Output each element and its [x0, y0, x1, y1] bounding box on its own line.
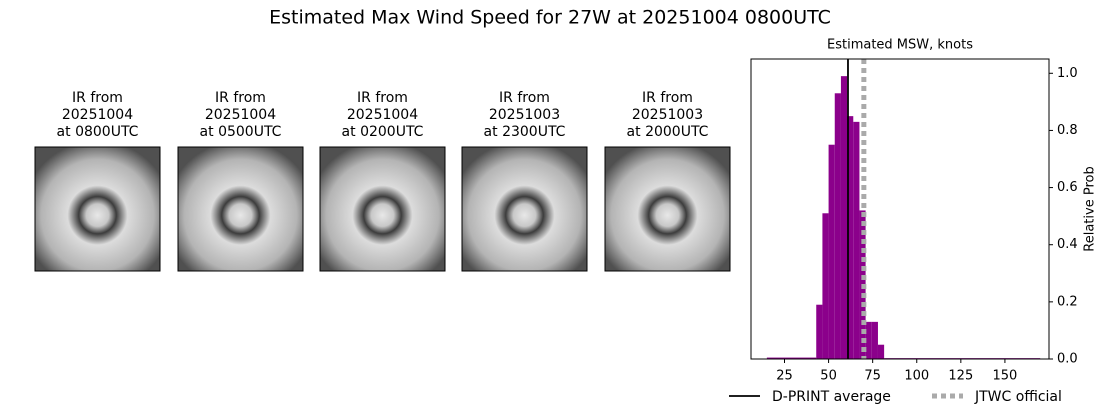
- y-axis-label: Relative Prob: [1083, 166, 1098, 251]
- x-tick-label: 150: [993, 369, 1018, 384]
- x-tick-label: 50: [820, 369, 837, 384]
- panel-title: IR from: [215, 90, 266, 106]
- bar: [766, 357, 817, 359]
- figure-title: Estimated Max Wind Speed for 27W at 2025…: [269, 7, 831, 29]
- y-tick-label: 0.2: [1057, 294, 1078, 309]
- panel-title: 20251003: [489, 107, 560, 123]
- bar: [828, 144, 835, 359]
- panel-title: IR from: [642, 90, 693, 106]
- ir-image: [319, 146, 446, 272]
- panel-title: IR from: [499, 90, 550, 106]
- ir-image: [177, 146, 304, 272]
- legend-label: JTWC official: [974, 389, 1062, 405]
- chart-title: Estimated MSW, knots: [827, 38, 973, 53]
- bar: [853, 121, 860, 359]
- y-tick-label: 0.4: [1057, 237, 1078, 252]
- y-tick-label: 0.0: [1057, 352, 1078, 367]
- panel-title: 20251004: [205, 107, 276, 123]
- panel-title: 20251003: [632, 107, 703, 123]
- x-tick-label: 25: [776, 369, 793, 384]
- panel-title: at 0500UTC: [200, 124, 282, 140]
- panel-title: 20251004: [62, 107, 133, 123]
- bar: [847, 116, 854, 360]
- ir-image: [34, 146, 161, 272]
- y-tick-label: 0.8: [1057, 123, 1078, 138]
- bar: [834, 93, 841, 360]
- x-tick-label: 125: [948, 369, 973, 384]
- bar: [840, 76, 848, 360]
- y-tick-label: 1.0: [1057, 66, 1078, 81]
- bar: [877, 344, 885, 359]
- panel-title: at 0200UTC: [342, 124, 424, 140]
- bar: [816, 304, 823, 359]
- panel-title: 20251004: [347, 107, 418, 123]
- bar: [822, 213, 829, 359]
- y-tick-label: 0.6: [1057, 180, 1078, 195]
- panel-title: at 2000UTC: [627, 124, 709, 140]
- legend-label: D-PRINT average: [772, 389, 891, 405]
- ir-image: [604, 146, 731, 272]
- panel-title: IR from: [72, 90, 123, 106]
- plot-frame: [750, 58, 1050, 360]
- bar: [865, 321, 872, 359]
- ir-image: [461, 146, 588, 272]
- panel-title: IR from: [357, 90, 408, 106]
- x-tick-label: 75: [864, 369, 881, 384]
- x-tick-label: 100: [904, 369, 929, 384]
- panel-title: at 0800UTC: [57, 124, 139, 140]
- bar: [871, 321, 878, 359]
- panel-title: at 2300UTC: [484, 124, 566, 140]
